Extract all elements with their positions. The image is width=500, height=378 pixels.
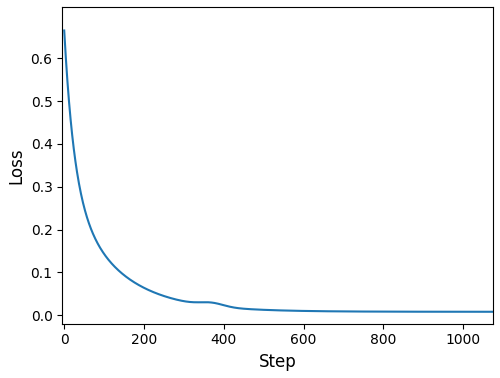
X-axis label: Step: Step (259, 353, 296, 371)
Y-axis label: Loss: Loss (7, 147, 25, 184)
